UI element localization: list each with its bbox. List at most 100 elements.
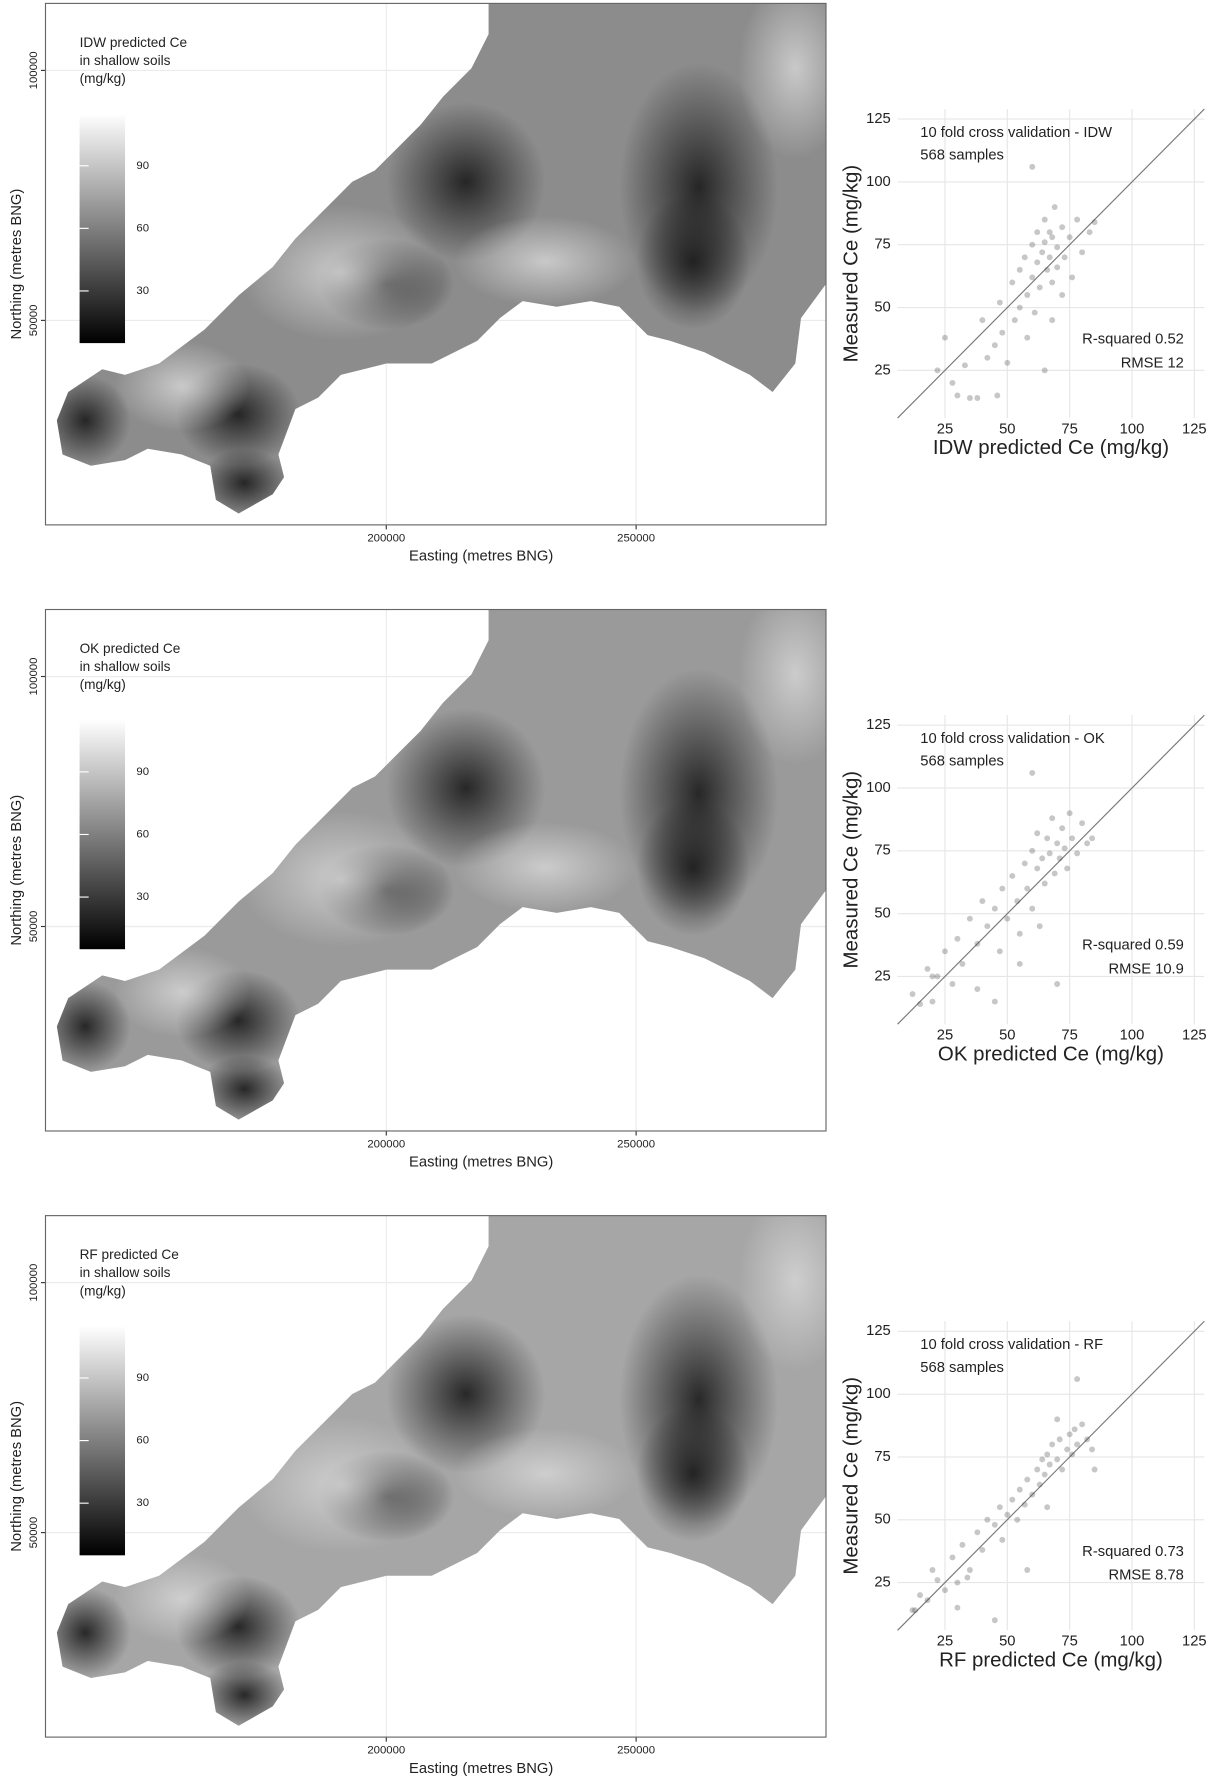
colorbar-tick-label: 60	[136, 1435, 149, 1447]
point	[1034, 229, 1040, 235]
point	[984, 1517, 990, 1523]
point	[925, 966, 931, 972]
x-tick-label: 200000	[367, 533, 405, 545]
point	[949, 380, 955, 386]
point	[959, 961, 965, 967]
point	[992, 906, 998, 912]
point	[1069, 274, 1075, 280]
point	[1092, 1467, 1098, 1473]
point	[949, 1554, 955, 1560]
point	[1057, 1436, 1063, 1442]
point	[979, 898, 985, 904]
point	[1009, 279, 1015, 285]
point	[917, 1592, 923, 1598]
point	[1059, 1467, 1065, 1473]
y-tick-label: 100	[866, 780, 891, 796]
y-tick-label: 125	[866, 111, 891, 127]
y-axis-label: Northing (metres BNG)	[9, 189, 25, 340]
point	[917, 1001, 923, 1007]
point	[930, 1567, 936, 1573]
x-tick-label: 250000	[617, 1139, 655, 1151]
low-zone	[636, 1405, 750, 1541]
high-zone	[454, 822, 636, 913]
point	[1044, 835, 1050, 841]
point	[1042, 1472, 1048, 1478]
point	[1042, 217, 1048, 223]
x-tick-label: 25	[937, 1027, 953, 1043]
point	[1064, 865, 1070, 871]
point	[1017, 267, 1023, 273]
x-axis-label: Easting (metres BNG)	[409, 1155, 553, 1171]
point	[1049, 1441, 1055, 1447]
point	[1017, 305, 1023, 311]
x-tick-label: 25	[937, 421, 953, 437]
point	[1017, 931, 1023, 937]
point	[1017, 961, 1023, 967]
point	[974, 986, 980, 992]
point	[1057, 855, 1063, 861]
point	[1067, 234, 1073, 240]
colorbar-tick-label: 30	[136, 1497, 149, 1509]
point	[925, 1597, 931, 1603]
x-tick-label: 200000	[367, 1745, 405, 1757]
point	[1034, 865, 1040, 871]
point	[984, 923, 990, 929]
y-tick-label: 50000	[28, 1517, 40, 1549]
point	[1067, 810, 1073, 816]
point	[1064, 1446, 1070, 1452]
y-axis-label: Measured Ce (mg/kg)	[840, 771, 863, 969]
point	[954, 936, 960, 942]
point	[1014, 1517, 1020, 1523]
point	[1049, 815, 1055, 821]
point	[1004, 916, 1010, 922]
point	[1054, 264, 1060, 270]
point	[1034, 830, 1040, 836]
point	[1029, 1492, 1035, 1498]
x-tick-label: 125	[1182, 421, 1207, 437]
y-axis-label: Northing (metres BNG)	[9, 795, 25, 946]
point	[1029, 274, 1035, 280]
point	[1092, 219, 1098, 225]
point	[1024, 1477, 1030, 1483]
point	[1074, 1376, 1080, 1382]
figure: 20000025000050000100000IDW predicted Cei…	[0, 0, 1218, 1778]
x-tick-label: 100	[1120, 1634, 1145, 1650]
point	[999, 886, 1005, 892]
x-tick-label: 125	[1182, 1027, 1207, 1043]
point	[1049, 234, 1055, 240]
legend-title: in shallow soils	[80, 53, 171, 68]
point	[1074, 217, 1080, 223]
y-tick-label: 50000	[28, 305, 40, 337]
annotation: RMSE 10.9	[1108, 962, 1183, 978]
point	[979, 317, 985, 323]
point	[1029, 848, 1035, 854]
point	[930, 999, 936, 1005]
point	[1052, 204, 1058, 210]
high-zone	[739, 583, 853, 765]
x-tick-label: 125	[1182, 1634, 1207, 1650]
x-tick-label: 75	[1061, 1027, 1077, 1043]
point	[959, 1542, 965, 1548]
point	[1022, 254, 1028, 260]
point	[1022, 1502, 1028, 1508]
point	[1024, 1567, 1030, 1573]
point	[964, 1575, 970, 1581]
point	[1079, 1421, 1085, 1427]
colorbar-tick-label: 90	[136, 1372, 149, 1384]
point	[999, 1537, 1005, 1543]
point	[992, 1522, 998, 1528]
point	[1042, 239, 1048, 245]
point	[1042, 881, 1048, 887]
point	[1052, 871, 1058, 877]
point	[1039, 249, 1045, 255]
point	[1044, 1451, 1050, 1457]
point	[1047, 1462, 1053, 1468]
point	[1044, 267, 1050, 273]
point	[1034, 259, 1040, 265]
point	[1044, 1504, 1050, 1510]
y-tick-label: 25	[874, 362, 890, 378]
point	[974, 395, 980, 401]
legend-title: in shallow soils	[80, 659, 171, 674]
point	[954, 393, 960, 399]
point	[1062, 254, 1068, 260]
